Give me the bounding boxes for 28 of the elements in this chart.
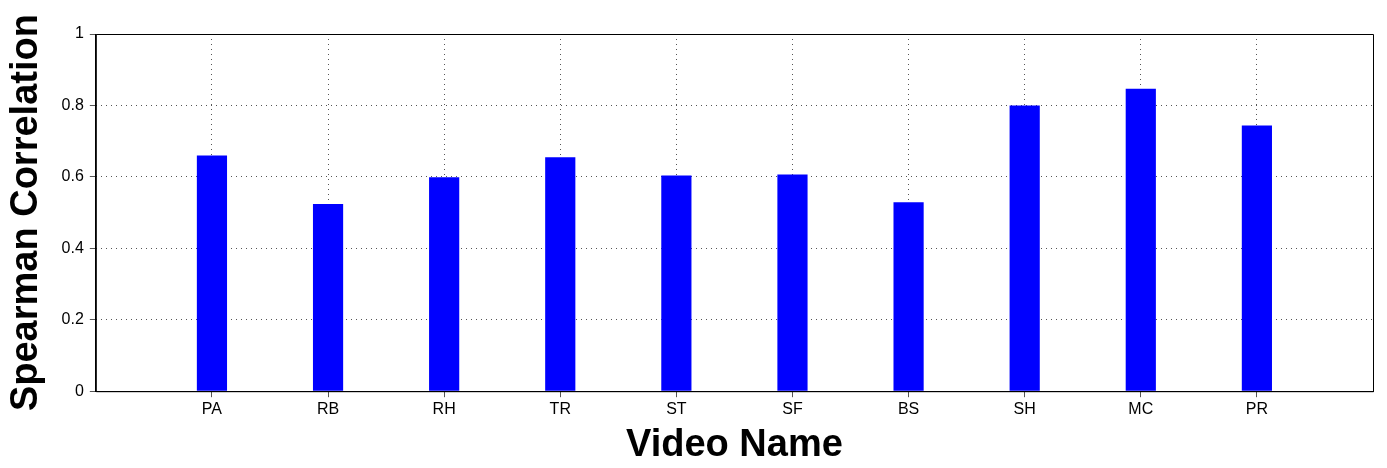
x-tick-label: ST xyxy=(666,400,687,418)
x-tick-label: PR xyxy=(1245,400,1269,418)
bar xyxy=(312,204,344,391)
bar xyxy=(1125,88,1156,391)
y-tick-label: 0.4 xyxy=(61,238,84,256)
x-tick-label: BS xyxy=(897,400,920,418)
bar xyxy=(777,174,808,391)
x-tick-label: SF xyxy=(782,400,803,418)
y-tick-label: 1 xyxy=(74,24,84,42)
bar xyxy=(429,177,460,391)
x-tick-label: PA xyxy=(201,400,223,418)
y-tick-label: 0.6 xyxy=(61,167,84,185)
y-tick-label: 0.8 xyxy=(61,95,84,113)
bar xyxy=(893,202,924,391)
bar xyxy=(661,175,692,391)
x-tick-label: TR xyxy=(549,400,571,418)
x-tick-label: RB xyxy=(316,400,340,418)
bar xyxy=(196,155,228,391)
x-tick-label: RH xyxy=(432,400,456,418)
y-axis-title: Spearman Correlation xyxy=(3,14,46,412)
y-tick-label: 0 xyxy=(74,381,84,399)
bar xyxy=(1241,125,1272,391)
x-axis-title: Video Name xyxy=(626,421,843,464)
bar xyxy=(1009,105,1040,391)
y-tick-label: 0.2 xyxy=(61,310,84,328)
bar xyxy=(545,157,576,391)
x-tick-label: SH xyxy=(1013,400,1036,418)
x-tick-label: MC xyxy=(1128,400,1154,418)
